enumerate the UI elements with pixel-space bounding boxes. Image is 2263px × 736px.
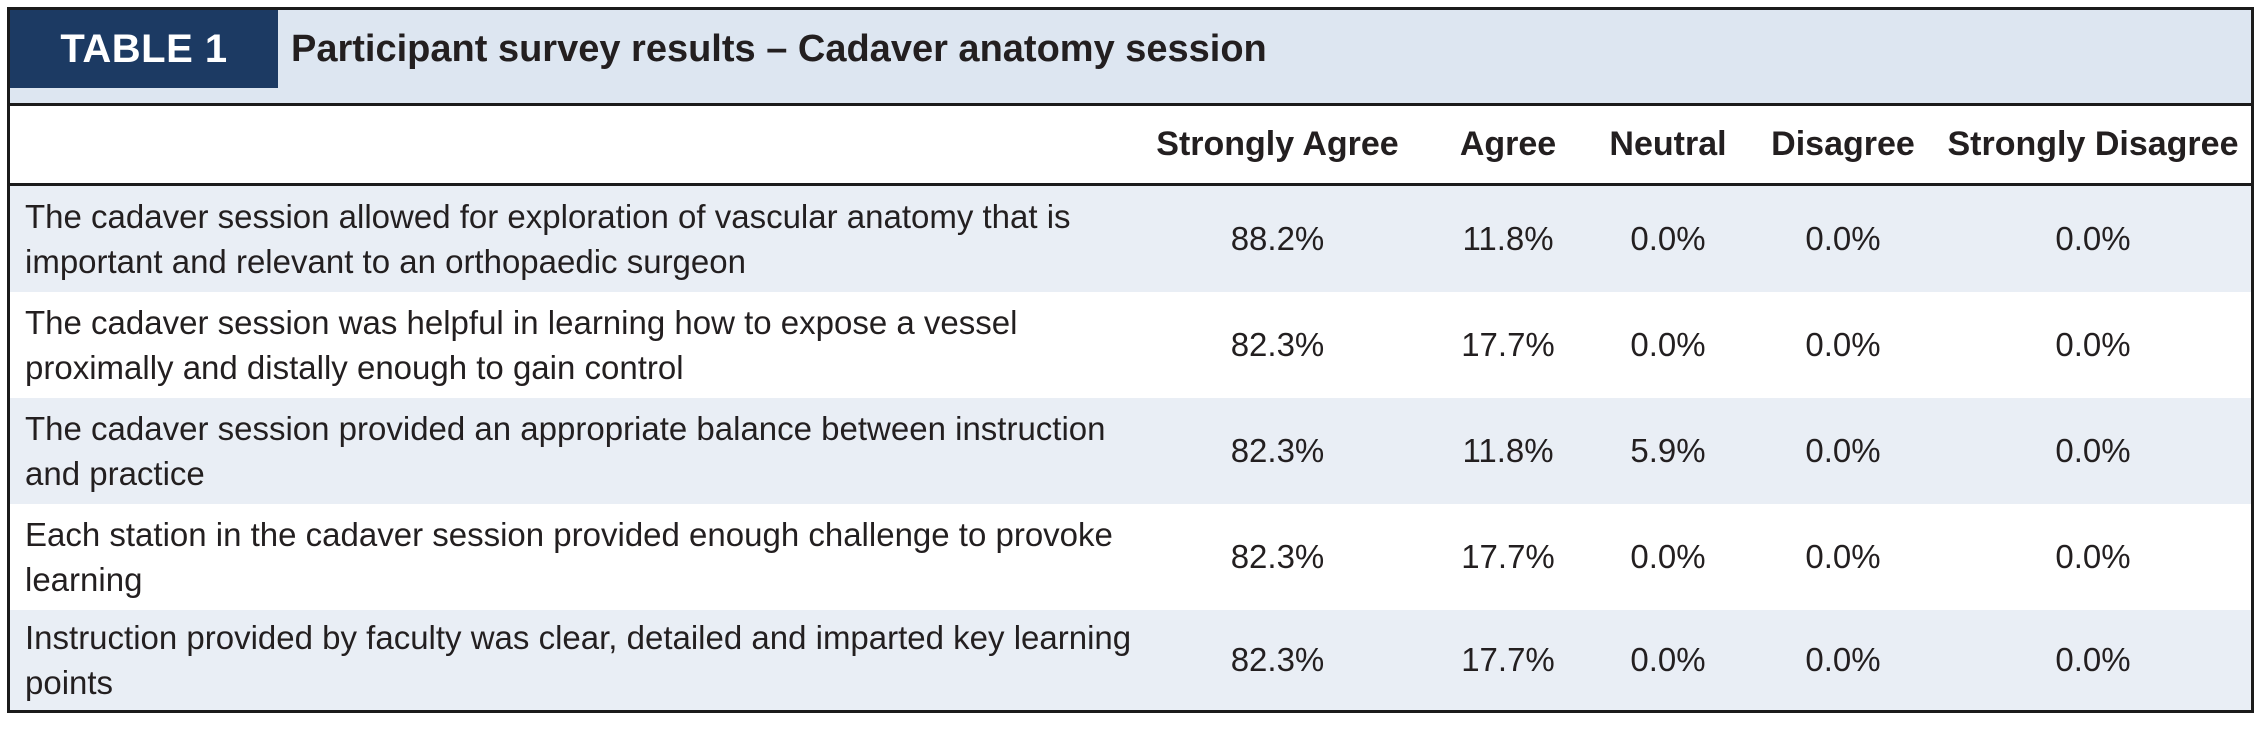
row-statement: Each station in the cadaver session prov… [25,516,1113,598]
cell-strongly-agree: 88.2% [1230,220,1325,257]
row-statement: Instruction provided by faculty was clea… [25,619,1132,701]
row-statement: The cadaver session provided an appropri… [25,410,1106,492]
table-row: Each station in the cadaver session prov… [10,504,2251,610]
cell-neutral: 0.0% [1630,220,1706,257]
cell-neutral: 0.0% [1630,641,1706,678]
cell-disagree: 0.0% [1805,432,1881,469]
column-header-neutral: Neutral [1609,125,1727,163]
column-header-disagree: Disagree [1771,125,1915,163]
cell-strongly-disagree: 0.0% [2055,538,2131,575]
cell-neutral: 0.0% [1630,326,1706,363]
cell-disagree: 0.0% [1805,641,1881,678]
table-title: Participant survey results – Cadaver ana… [291,27,1267,70]
cell-neutral: 0.0% [1630,538,1706,575]
cell-agree: 11.8% [1462,220,1554,257]
survey-table: TABLE 1 Participant survey results – Cad… [7,7,2254,713]
cell-strongly-disagree: 0.0% [2055,432,2131,469]
column-header-strongly-disagree: Strongly Disagree [1947,125,2239,163]
cell-agree: 11.8% [1462,432,1554,469]
cell-strongly-disagree: 0.0% [2055,220,2131,257]
cell-disagree: 0.0% [1805,326,1881,363]
cell-agree: 17.7% [1461,326,1555,363]
cell-strongly-agree: 82.3% [1230,641,1325,678]
cell-agree: 17.7% [1461,538,1555,575]
table-row: The cadaver session was helpful in learn… [10,292,2251,398]
cell-agree: 17.7% [1461,641,1555,678]
row-statement: The cadaver session allowed for explorat… [25,198,1071,280]
row-statement: The cadaver session was helpful in learn… [25,304,1018,386]
table-row: The cadaver session allowed for explorat… [10,186,2251,292]
table-row: The cadaver session provided an appropri… [10,398,2251,504]
cell-strongly-disagree: 0.0% [2055,326,2131,363]
column-header-row: Strongly Agree Agree Neutral Disagree St… [10,106,2251,186]
cell-strongly-agree: 82.3% [1230,326,1325,363]
table-row: Instruction provided by faculty was clea… [10,610,2251,710]
cell-strongly-agree: 82.3% [1230,432,1325,469]
cell-neutral: 5.9% [1630,432,1706,469]
cell-strongly-disagree: 0.0% [2055,641,2131,678]
table-header: TABLE 1 Participant survey results – Cad… [10,10,2251,106]
cell-disagree: 0.0% [1805,538,1881,575]
column-header-agree: Agree [1459,125,1557,163]
table-number-tag: TABLE 1 [10,10,278,88]
column-header-strongly-agree: Strongly Agree [1156,125,1399,163]
cell-disagree: 0.0% [1805,220,1881,257]
cell-strongly-agree: 82.3% [1230,538,1325,575]
